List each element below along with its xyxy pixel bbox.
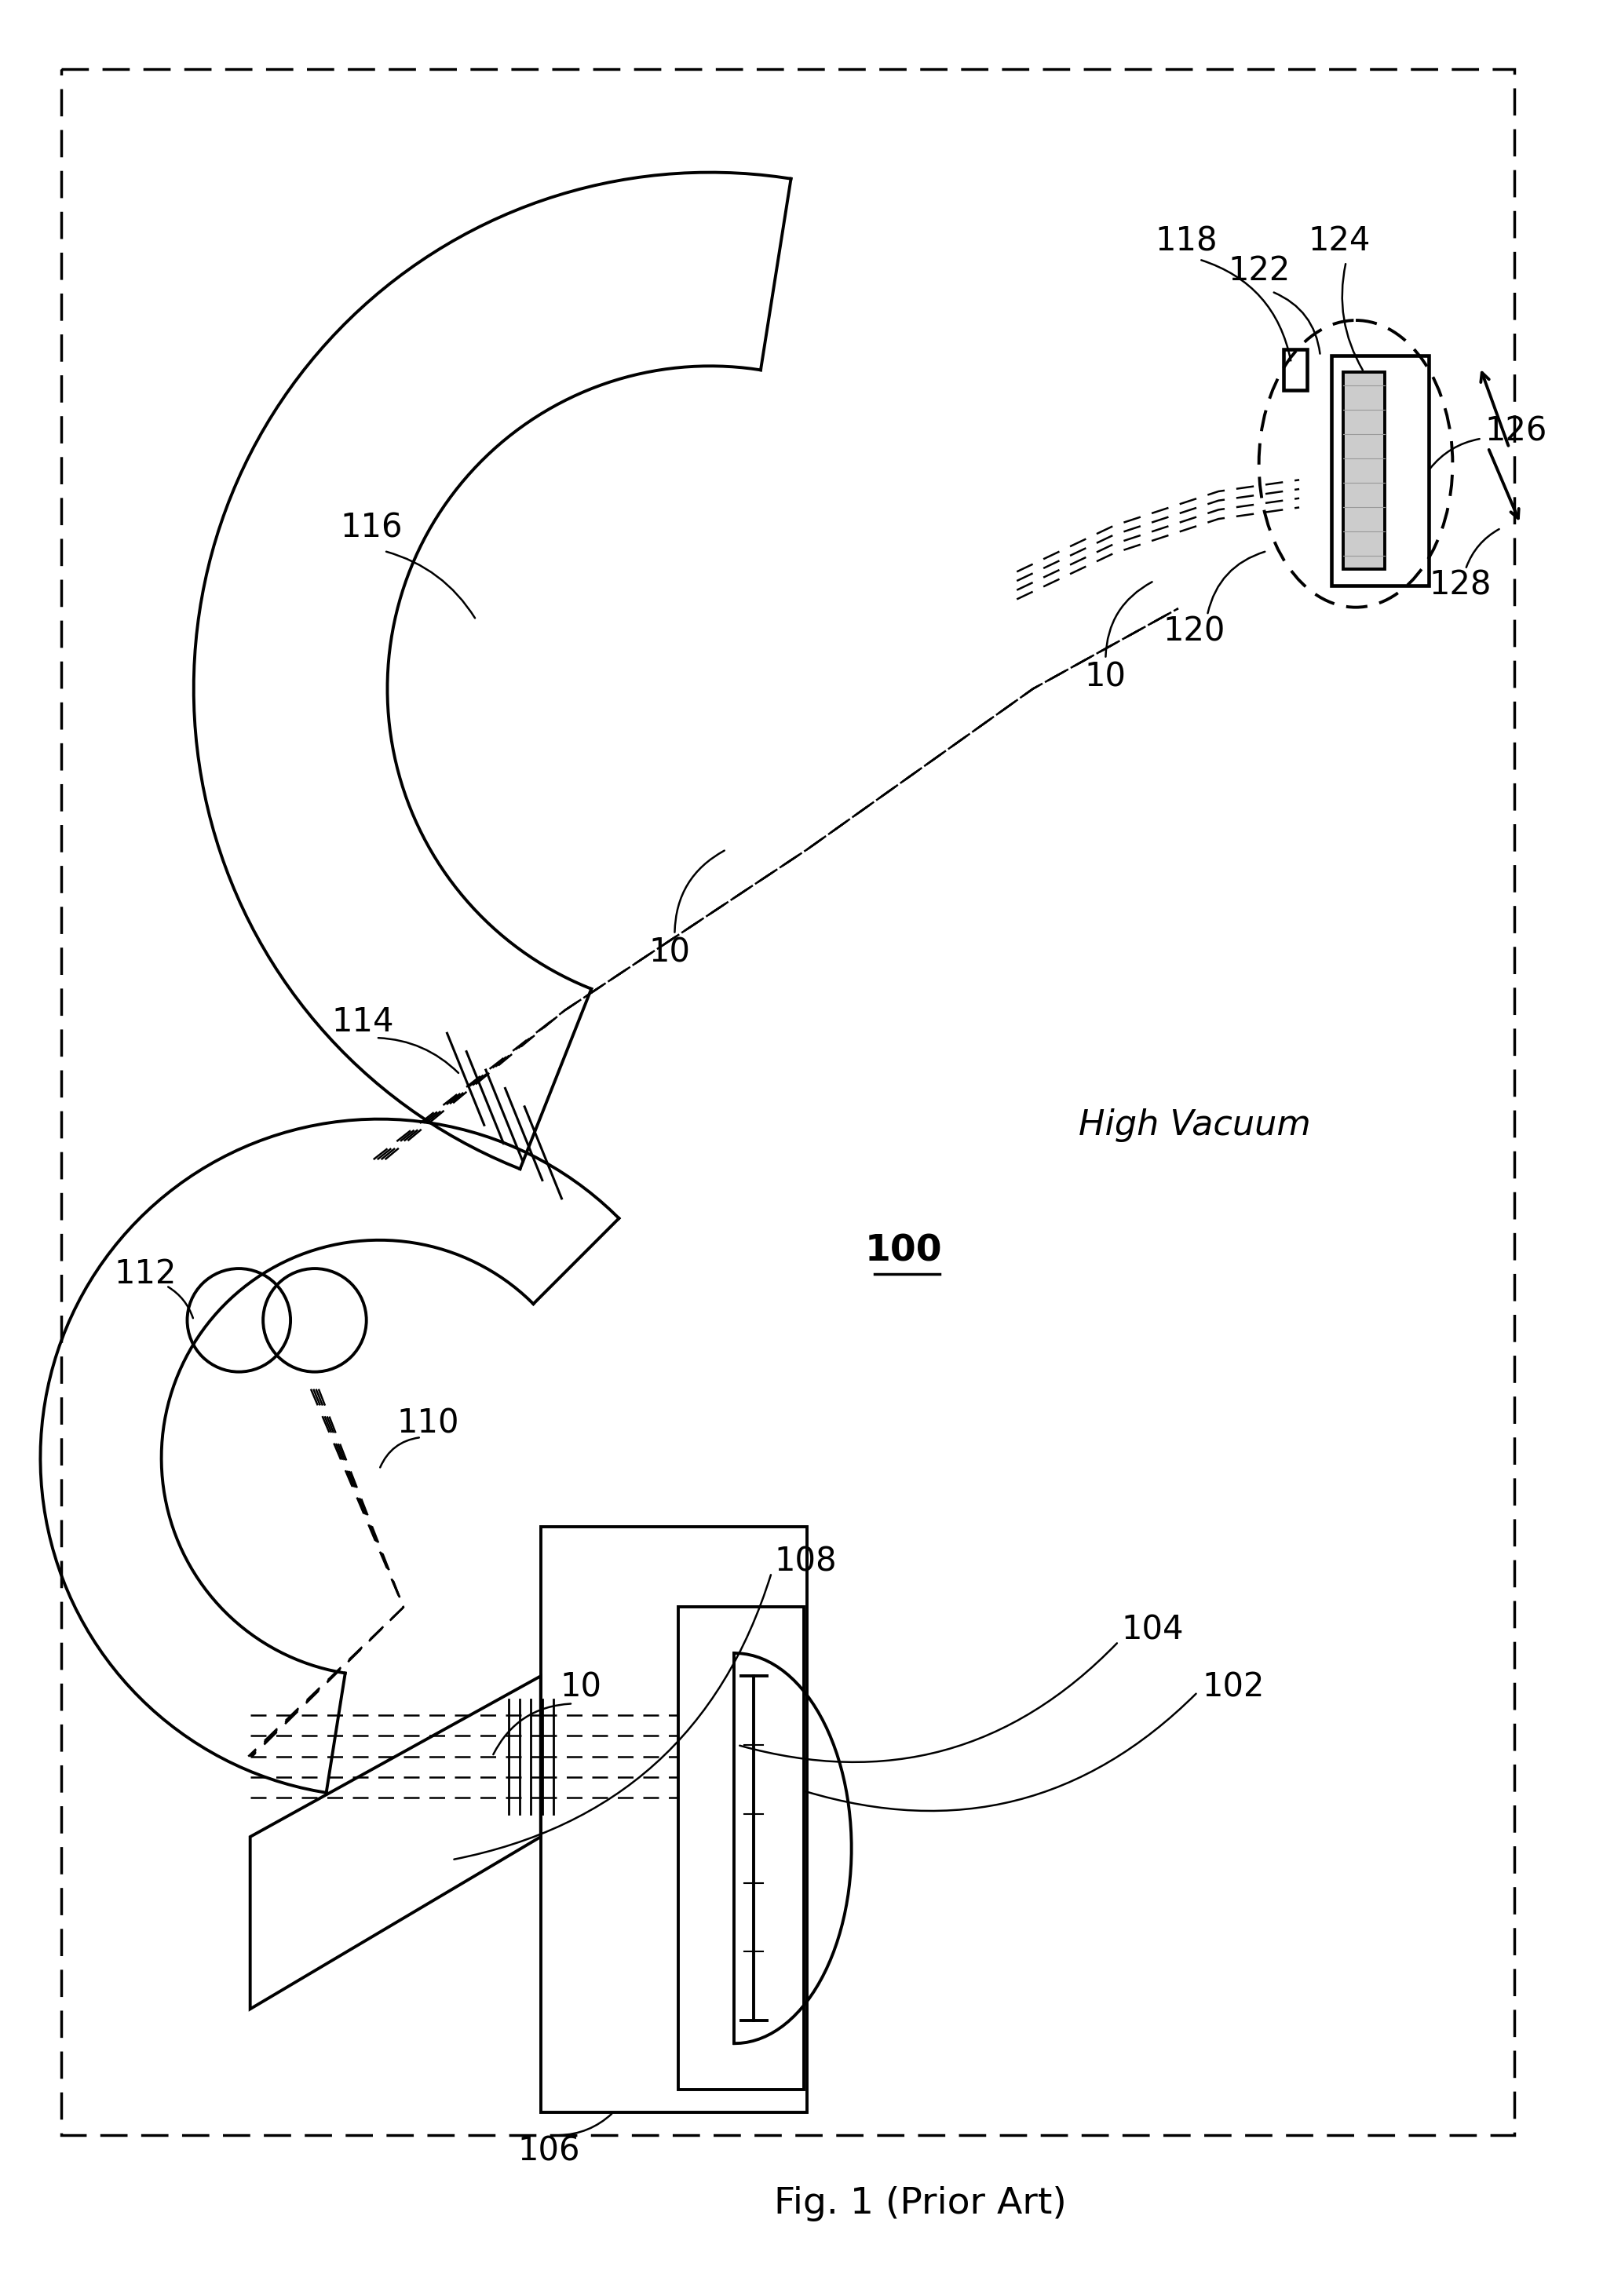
Text: 112: 112	[115, 1258, 176, 1290]
Text: 100: 100	[865, 1233, 943, 1270]
Text: 116: 116	[341, 512, 402, 544]
Text: 106: 106	[518, 2135, 579, 2167]
Text: 10: 10	[649, 937, 691, 969]
Text: 128: 128	[1430, 569, 1491, 602]
Text: 124: 124	[1309, 225, 1370, 257]
Text: 126: 126	[1485, 416, 1548, 448]
Text: 104: 104	[1122, 1614, 1185, 1646]
Text: Fig. 1 (Prior Art): Fig. 1 (Prior Art)	[773, 2186, 1067, 2223]
Text: 10: 10	[560, 1671, 602, 1704]
Text: 10: 10	[1085, 661, 1127, 693]
Polygon shape	[1343, 372, 1385, 569]
Text: 122: 122	[1228, 255, 1290, 287]
Text: High Vacuum: High Vacuum	[1078, 1109, 1311, 1141]
Text: 108: 108	[775, 1545, 838, 1577]
Text: 102: 102	[1202, 1671, 1265, 1704]
Text: 110: 110	[397, 1407, 458, 1440]
Text: 114: 114	[332, 1006, 394, 1038]
Text: 118: 118	[1156, 225, 1217, 257]
Text: 120: 120	[1164, 615, 1225, 647]
